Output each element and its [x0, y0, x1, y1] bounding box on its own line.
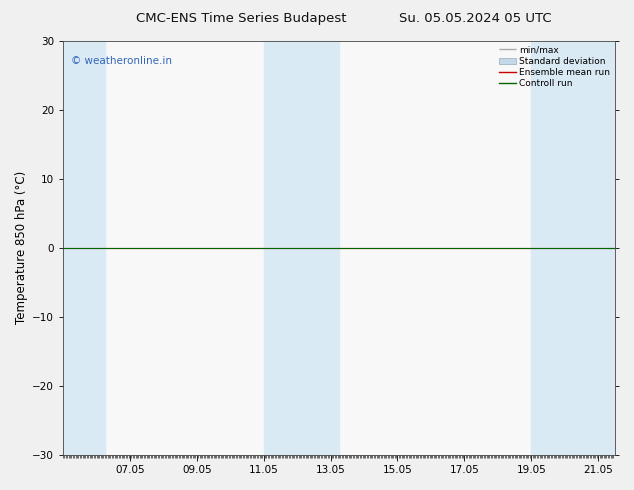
Text: © weatheronline.in: © weatheronline.in [72, 55, 172, 66]
Text: CMC-ENS Time Series Budapest: CMC-ENS Time Series Budapest [136, 12, 346, 25]
Legend: min/max, Standard deviation, Ensemble mean run, Controll run: min/max, Standard deviation, Ensemble me… [498, 44, 612, 90]
Bar [63, 41, 105, 455]
Y-axis label: Temperature 850 hPa (°C): Temperature 850 hPa (°C) [15, 171, 28, 324]
Text: Su. 05.05.2024 05 UTC: Su. 05.05.2024 05 UTC [399, 12, 552, 25]
Bar [531, 41, 615, 455]
Bar [264, 41, 339, 455]
